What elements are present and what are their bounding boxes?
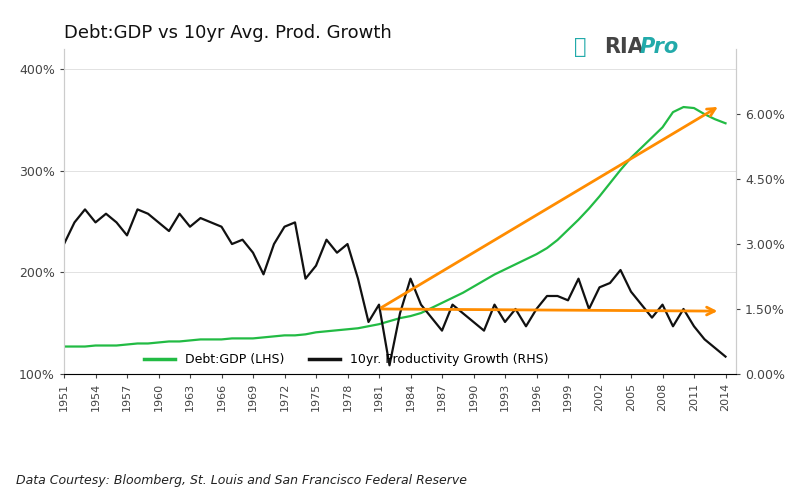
Legend: Debt:GDP (LHS), 10yr. Productivity Growth (RHS): Debt:GDP (LHS), 10yr. Productivity Growt…	[138, 348, 554, 371]
Text: Pro: Pro	[640, 37, 679, 57]
Text: RIA: RIA	[604, 37, 644, 57]
Text: Data Courtesy: Bloomberg, St. Louis and San Francisco Federal Reserve: Data Courtesy: Bloomberg, St. Louis and …	[16, 474, 467, 487]
Text: Debt:GDP vs 10yr Avg. Prod. Growth: Debt:GDP vs 10yr Avg. Prod. Growth	[64, 24, 392, 42]
Text: ⧂: ⧂	[574, 37, 586, 57]
